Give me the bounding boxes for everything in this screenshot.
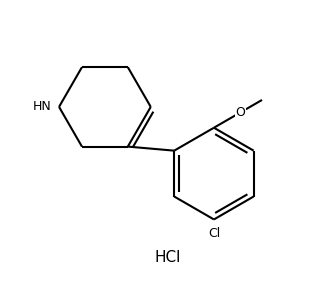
Text: HN: HN <box>32 100 51 113</box>
Text: Cl: Cl <box>208 227 220 240</box>
Text: O: O <box>236 106 245 119</box>
Text: HCl: HCl <box>154 250 181 265</box>
